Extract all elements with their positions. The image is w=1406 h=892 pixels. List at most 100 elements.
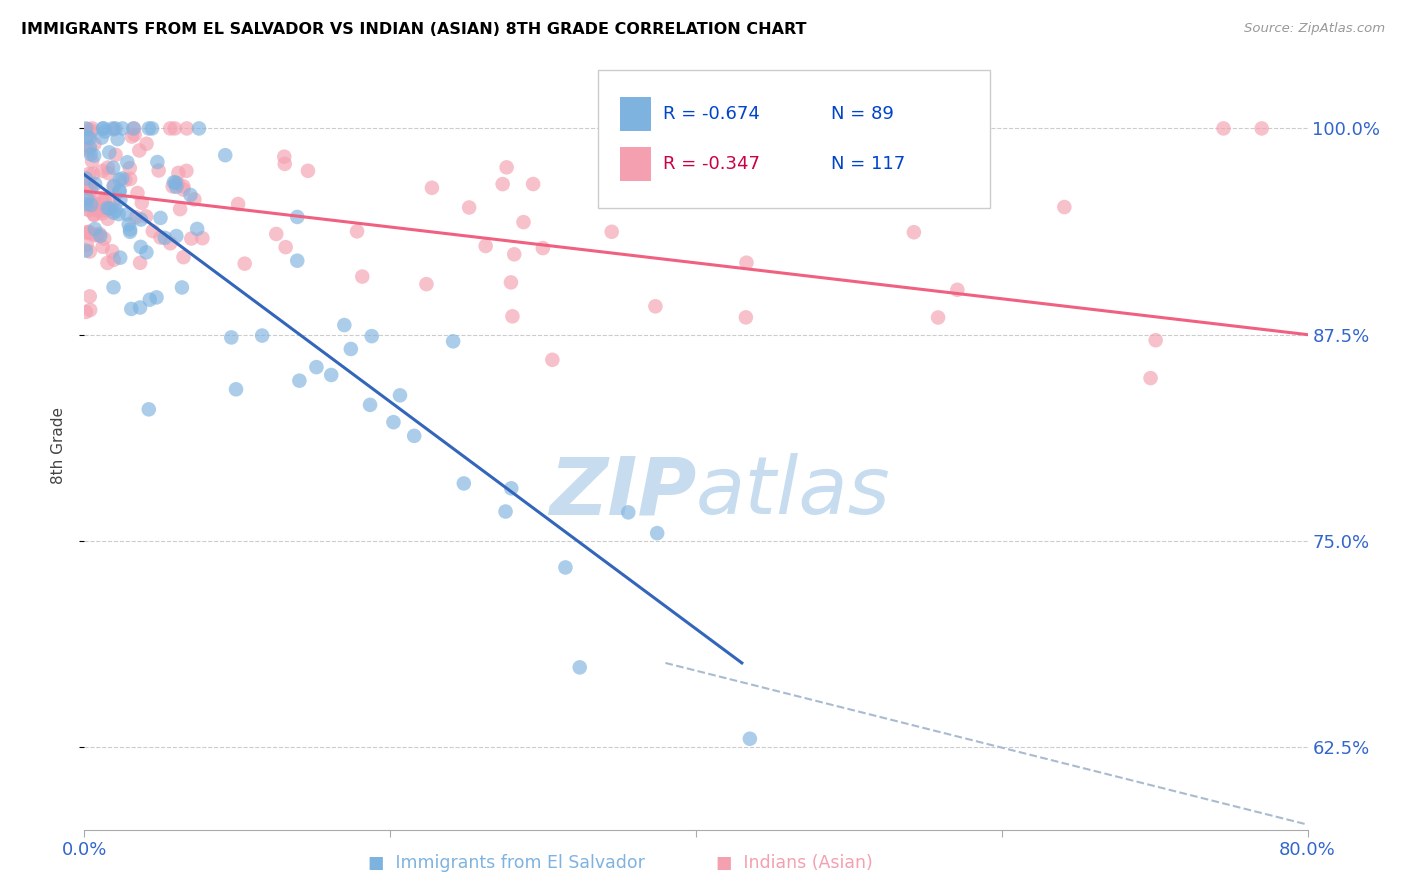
Point bbox=[108, 172, 131, 186]
Point bbox=[495, 504, 517, 518]
Text: atlas: atlas bbox=[696, 453, 891, 531]
Point bbox=[91, 164, 114, 178]
Point bbox=[352, 269, 374, 284]
Point bbox=[145, 290, 167, 304]
Point bbox=[131, 195, 153, 210]
Point bbox=[191, 231, 214, 245]
Point bbox=[108, 184, 131, 198]
Point bbox=[86, 227, 108, 242]
Point bbox=[83, 207, 105, 221]
Point bbox=[125, 211, 148, 225]
Point bbox=[382, 415, 405, 429]
Point bbox=[97, 161, 120, 175]
Point bbox=[163, 121, 186, 136]
Point bbox=[1139, 371, 1161, 385]
Point bbox=[415, 277, 437, 292]
Point bbox=[108, 185, 131, 199]
Point bbox=[89, 227, 111, 241]
Point bbox=[568, 660, 591, 674]
Point bbox=[340, 342, 363, 356]
Point bbox=[118, 161, 141, 175]
Point bbox=[97, 211, 120, 226]
Point bbox=[98, 202, 121, 216]
Text: ZIP: ZIP bbox=[548, 453, 696, 531]
Text: N = 89: N = 89 bbox=[831, 105, 893, 123]
Point bbox=[285, 253, 308, 268]
Point bbox=[107, 207, 129, 221]
Point bbox=[172, 183, 194, 197]
Point bbox=[111, 171, 134, 186]
Point bbox=[188, 121, 211, 136]
Point bbox=[124, 128, 146, 142]
Point bbox=[91, 121, 114, 136]
Point bbox=[179, 188, 201, 202]
Point bbox=[142, 224, 165, 238]
Point bbox=[79, 147, 101, 161]
Point bbox=[84, 177, 107, 191]
Point bbox=[82, 154, 104, 169]
Point bbox=[77, 226, 100, 240]
Point bbox=[495, 161, 517, 175]
Point bbox=[153, 231, 176, 245]
Text: ■  Indians (Asian): ■ Indians (Asian) bbox=[716, 855, 873, 872]
Point bbox=[103, 122, 125, 136]
Point bbox=[159, 236, 181, 251]
Point bbox=[120, 301, 142, 316]
Point bbox=[474, 239, 496, 253]
Point bbox=[250, 328, 273, 343]
Point bbox=[360, 329, 382, 343]
Point bbox=[1250, 121, 1272, 136]
Point bbox=[103, 252, 125, 267]
Point bbox=[79, 140, 101, 154]
Point bbox=[110, 193, 132, 207]
Point bbox=[75, 142, 97, 156]
Point bbox=[149, 211, 172, 225]
Point bbox=[80, 124, 103, 138]
Point bbox=[165, 229, 187, 244]
Point bbox=[441, 334, 464, 349]
Point bbox=[501, 310, 523, 324]
Point bbox=[453, 476, 475, 491]
Point bbox=[77, 225, 100, 239]
Point bbox=[76, 181, 98, 195]
Point bbox=[90, 191, 112, 205]
Point bbox=[118, 225, 141, 239]
Text: R = -0.347: R = -0.347 bbox=[664, 155, 761, 173]
Point bbox=[103, 178, 125, 193]
Point bbox=[79, 131, 101, 145]
Point bbox=[129, 301, 152, 315]
Point bbox=[264, 227, 287, 241]
Point bbox=[645, 526, 668, 541]
Point bbox=[129, 212, 152, 227]
Point bbox=[458, 201, 481, 215]
Point bbox=[122, 121, 145, 136]
Point bbox=[80, 183, 103, 197]
Point bbox=[176, 121, 198, 136]
Point bbox=[1144, 333, 1167, 347]
Point bbox=[221, 330, 243, 344]
Point bbox=[97, 166, 120, 180]
Point bbox=[103, 280, 125, 294]
Point bbox=[531, 241, 554, 255]
Point bbox=[135, 210, 157, 224]
Point bbox=[91, 240, 114, 254]
Point bbox=[903, 225, 925, 239]
Point bbox=[80, 198, 103, 212]
Text: R = -0.674: R = -0.674 bbox=[664, 105, 759, 123]
Point bbox=[76, 237, 98, 252]
Point bbox=[79, 178, 101, 192]
Point bbox=[79, 244, 101, 259]
Point bbox=[84, 198, 107, 212]
Point bbox=[90, 130, 112, 145]
Point bbox=[214, 148, 236, 162]
Point bbox=[75, 171, 97, 186]
Point bbox=[83, 136, 105, 151]
Point bbox=[77, 144, 100, 158]
Point bbox=[499, 276, 522, 290]
Point bbox=[117, 155, 139, 169]
Point bbox=[135, 136, 157, 151]
Point bbox=[93, 195, 115, 210]
Point bbox=[79, 302, 101, 317]
Point bbox=[77, 203, 100, 218]
Point bbox=[82, 121, 104, 136]
